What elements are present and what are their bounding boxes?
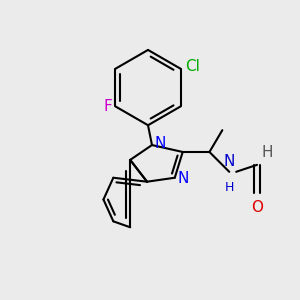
Text: Cl: Cl — [186, 59, 200, 74]
Text: F: F — [104, 99, 112, 114]
Text: O: O — [251, 200, 263, 214]
Text: N: N — [178, 171, 189, 186]
Text: N: N — [155, 136, 166, 151]
Text: H: H — [262, 146, 274, 160]
Text: N: N — [224, 154, 235, 169]
Text: H: H — [225, 181, 234, 194]
